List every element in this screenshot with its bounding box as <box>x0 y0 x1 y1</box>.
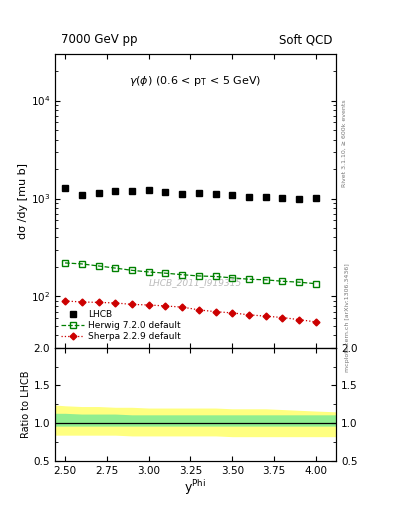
Text: Rivet 3.1.10, ≥ 600k events: Rivet 3.1.10, ≥ 600k events <box>342 99 347 187</box>
Text: 7000 GeV pp: 7000 GeV pp <box>61 33 138 46</box>
Text: Soft QCD: Soft QCD <box>279 33 332 46</box>
X-axis label: y$^\mathregular{Phi}$: y$^\mathregular{Phi}$ <box>184 478 207 497</box>
Text: LHCB_2011_I919315: LHCB_2011_I919315 <box>149 279 242 288</box>
Legend: LHCB, Herwig 7.2.0 default, Sherpa 2.2.9 default: LHCB, Herwig 7.2.0 default, Sherpa 2.2.9… <box>59 308 183 343</box>
Y-axis label: dσ /dy [mu b]: dσ /dy [mu b] <box>18 163 28 239</box>
Y-axis label: Ratio to LHCB: Ratio to LHCB <box>21 371 31 438</box>
Text: $\gamma(\phi)$ (0.6 < p$_\mathrm{T}$ < 5 GeV): $\gamma(\phi)$ (0.6 < p$_\mathrm{T}$ < 5… <box>129 74 262 89</box>
Text: mcplots.cern.ch [arXiv:1306.3436]: mcplots.cern.ch [arXiv:1306.3436] <box>345 263 350 372</box>
